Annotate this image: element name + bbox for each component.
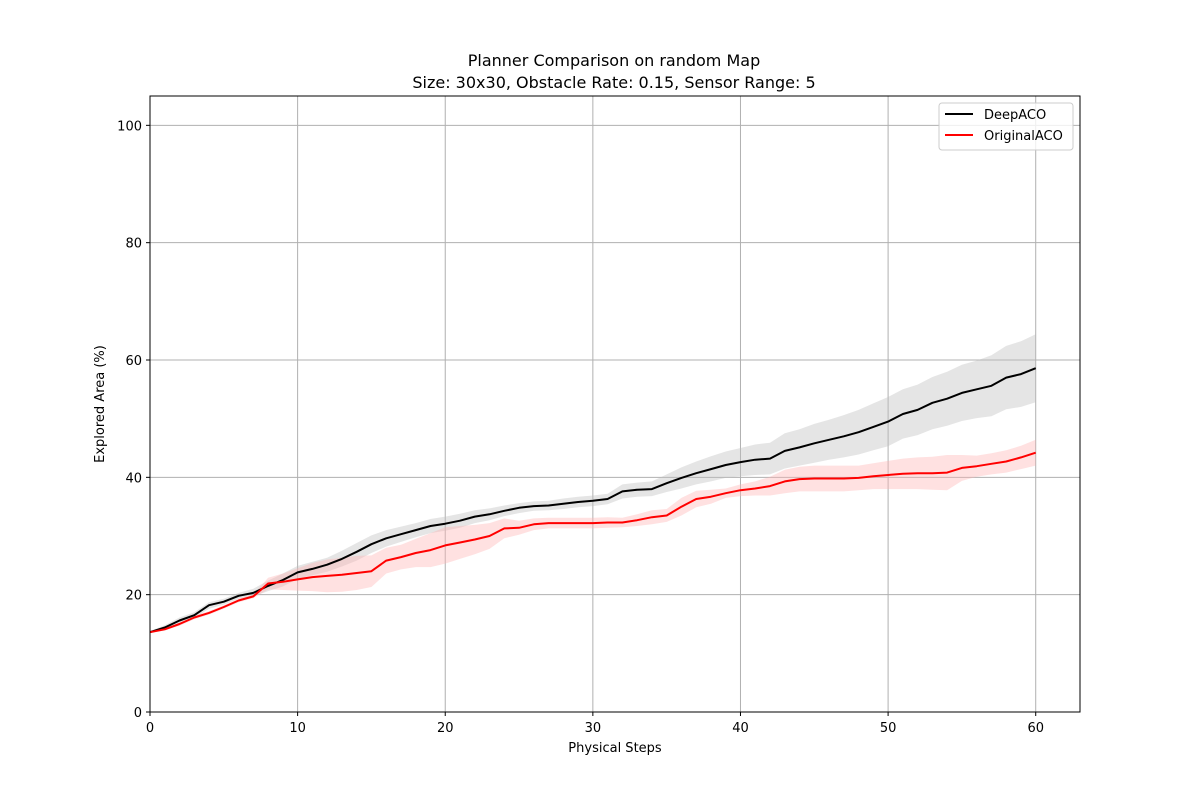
- x-tick-label: 50: [880, 721, 897, 736]
- deepaco-line: [149, 367, 1037, 634]
- plot-frame: [149, 95, 1081, 713]
- x-tick-label: 20: [437, 721, 454, 736]
- y-tick-label: 0: [134, 706, 142, 721]
- legend: DeepACO OriginalACO: [938, 102, 1074, 151]
- originalaco-band: [150, 439, 1036, 633]
- x-axis-label: Physical Steps: [568, 741, 662, 756]
- y-axis-ticks: 0 20 40 60 80 100: [117, 119, 150, 721]
- y-tick-label: 100: [117, 119, 142, 134]
- y-tick-label: 40: [125, 471, 142, 486]
- y-tick-label: 80: [125, 237, 142, 252]
- chart-subtitle: Size: 30x30, Obstacle Rate: 0.15, Sensor…: [412, 73, 815, 92]
- x-axis-ticks: 0 10 20 30 40 50 60: [146, 712, 1044, 736]
- series-lines: [149, 367, 1037, 634]
- legend-label-deepaco: DeepACO: [984, 108, 1046, 123]
- x-tick-label: 40: [732, 721, 749, 736]
- y-axis-label: Explored Area (%): [93, 345, 108, 463]
- x-tick-label: 60: [1027, 721, 1044, 736]
- x-tick-label: 10: [289, 721, 306, 736]
- legend-label-originalaco: OriginalACO: [984, 129, 1063, 144]
- x-tick-label: 0: [146, 721, 154, 736]
- y-tick-label: 60: [125, 354, 142, 369]
- chart-title: Planner Comparison on random Map: [468, 51, 761, 70]
- y-tick-label: 20: [125, 589, 142, 604]
- x-tick-label: 30: [585, 721, 602, 736]
- confidence-bands: [150, 334, 1036, 633]
- originalaco-line: [149, 451, 1037, 634]
